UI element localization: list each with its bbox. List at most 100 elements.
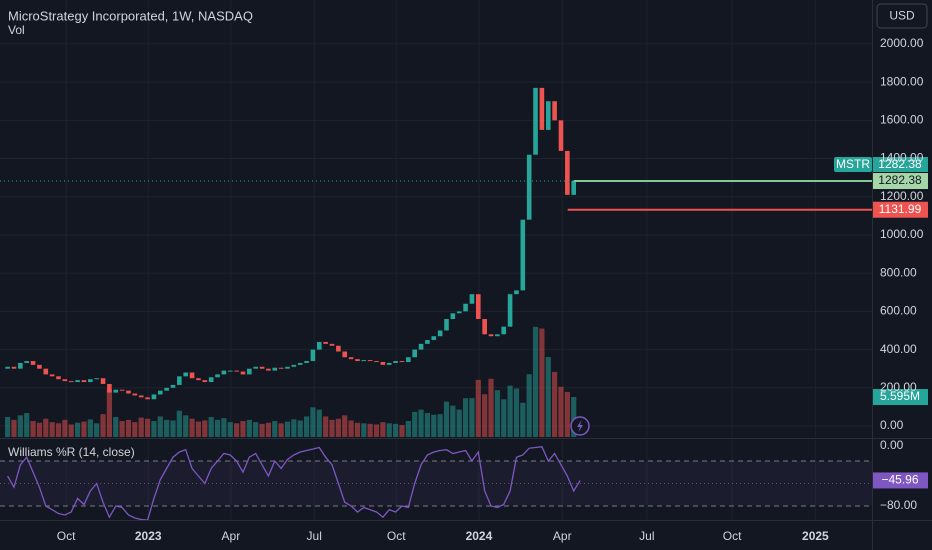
candle-body [520,219,526,291]
volume-bar [36,422,43,437]
candle-body [380,362,386,365]
volume-bar [405,421,411,437]
y-tick-label: 1400.00 [880,151,924,165]
volume-bar [138,417,144,437]
candle-body [138,395,144,398]
volume-bar [323,416,329,437]
candle-body [75,380,80,383]
candle-body [348,357,354,360]
candle-body [253,366,258,369]
candle-body [157,390,163,395]
candle-body [558,120,564,151]
candle-body [18,362,23,369]
candle-body [119,389,125,391]
candle-body [266,368,271,371]
volume-bars [5,326,577,437]
volume-bar [246,419,252,437]
volume-bar [240,421,246,437]
volume-bar [214,419,221,437]
red-price-tag [873,201,928,218]
candle-body [355,359,360,362]
candle-body [11,366,17,369]
volume-bar [68,424,74,437]
volume-bar [437,414,443,437]
candle-body [278,367,284,369]
candle-body [5,366,10,369]
volume-bar [291,419,297,437]
y-tick-label: 1200.00 [880,189,924,203]
volume-bar [552,371,558,437]
volume-bar [94,423,100,437]
x-tick-label: Oct [387,529,406,543]
candle-body [221,370,227,375]
volume-bar [202,420,208,437]
candle-body [367,360,373,362]
currency-button[interactable] [876,3,928,29]
candle-body [285,366,290,369]
volume-bar [234,423,240,437]
candle-body [450,313,456,320]
volume-bar [488,378,494,437]
volume-bar [183,415,189,437]
candle-body [412,349,417,358]
candle-body [425,340,430,344]
volume-bar [443,401,450,437]
indicator-tick-label: −80.00 [880,498,917,512]
currency-label[interactable]: USD [889,9,915,23]
volume-bar [11,419,17,437]
candle-body [488,334,494,337]
volume-bar [144,418,151,437]
indicator-tick-label: 0.00 [880,438,904,452]
y-tick-label: 800.00 [880,265,917,279]
candle-body [304,361,309,363]
x-tick-label: Jul [307,529,322,543]
candle-body [323,341,328,344]
indicator-title: Williams %R (14, close) [8,445,135,459]
candle-body [113,389,119,393]
volume-bar [170,420,176,437]
volume-bar [87,419,93,437]
volume-bar [329,419,335,437]
volume-bar [354,422,361,437]
last-price-label: 1282.38 [878,173,922,187]
candle-body [437,330,443,337]
volume-bar [462,398,469,437]
candle-body [208,377,214,383]
volume-bar [539,328,545,437]
x-tick-label: Apr [553,529,572,543]
volume-bar [195,421,202,437]
volume-bar [157,416,163,437]
volume-bar [24,413,30,437]
volume-bar [259,423,265,437]
overlays: MSTR 1282.38 1282.38 1131.99 5.595M [0,157,928,406]
volume-bar [310,407,316,437]
williams-line [7,445,581,521]
candle-body [177,376,182,385]
x-tick-label: Oct [57,529,76,543]
candle-body [68,381,74,383]
volume-bar [494,390,500,437]
lightning-icon[interactable] [570,416,590,436]
candle-body [475,294,481,320]
x-tick-label: Apr [222,529,241,543]
volume-bar [558,386,564,437]
volume-bar [221,418,227,437]
volume-bar [55,423,62,437]
candle-body [240,371,246,375]
last-price-tag [873,173,928,190]
volume-bar [424,413,431,437]
volume-tag [873,389,928,406]
indicator-pane: 0.00 −80.00 −45.96 [0,438,928,521]
candle-body [565,150,570,195]
volume-bar [335,418,341,437]
volume-bar [316,409,322,437]
candle-body [247,368,252,375]
candle-body [386,362,392,365]
volume-bar [17,415,23,437]
x-tick-label: 2025 [802,529,829,543]
volume-bar [253,422,259,437]
candle-body [62,379,68,382]
candle-body [539,87,545,130]
candle-body [418,343,424,350]
candle-body [88,379,93,383]
